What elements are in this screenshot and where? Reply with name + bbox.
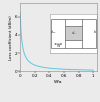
Bar (51, 19, 96, 48)
Bar (65, 26, 82, 40)
X-axis label: W/a: W/a (54, 80, 63, 84)
Text: $d_0$: $d_0$ (71, 29, 76, 37)
Y-axis label: Loss coefficient (dB/m): Loss coefficient (dB/m) (9, 15, 13, 60)
Text: b: b (94, 30, 96, 34)
Text: W: W (56, 44, 60, 48)
Text: $d_W$: $d_W$ (50, 29, 57, 36)
